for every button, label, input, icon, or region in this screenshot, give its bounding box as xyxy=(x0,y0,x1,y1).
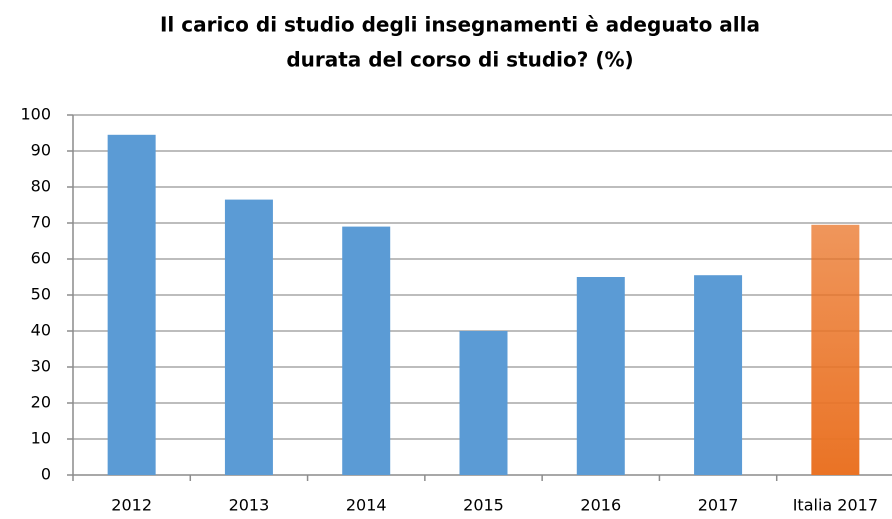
y-tick-label: 30 xyxy=(31,357,51,376)
bar xyxy=(224,199,273,475)
y-tick-label: 10 xyxy=(31,429,51,448)
y-tick-label: 90 xyxy=(31,141,51,160)
y-tick-label: 60 xyxy=(31,249,51,268)
y-tick-label: 70 xyxy=(31,213,51,232)
x-tick-label: 2017 xyxy=(698,496,739,515)
chart-title: durata del corso di studio? (%) xyxy=(286,48,633,72)
x-tick-label: 2012 xyxy=(111,496,152,515)
bar xyxy=(576,277,625,475)
y-tick-label: 0 xyxy=(41,465,51,484)
y-tick-label: 20 xyxy=(31,393,51,412)
y-tick-label: 80 xyxy=(31,177,51,196)
x-tick-label: 2016 xyxy=(580,496,621,515)
x-tick-label: 2013 xyxy=(229,496,270,515)
bar xyxy=(459,331,508,475)
y-tick-label: 100 xyxy=(20,105,51,124)
bar xyxy=(694,275,743,475)
x-tick-label: 2014 xyxy=(346,496,387,515)
chart-title: Il carico di studio degli insegnamenti è… xyxy=(160,13,760,37)
bar xyxy=(107,134,156,476)
y-tick-label: 40 xyxy=(31,321,51,340)
bar xyxy=(811,224,860,475)
x-tick-label: 2015 xyxy=(463,496,504,515)
bar xyxy=(342,226,391,475)
y-tick-label: 50 xyxy=(31,285,51,304)
x-tick-label: Italia 2017 xyxy=(793,496,878,515)
